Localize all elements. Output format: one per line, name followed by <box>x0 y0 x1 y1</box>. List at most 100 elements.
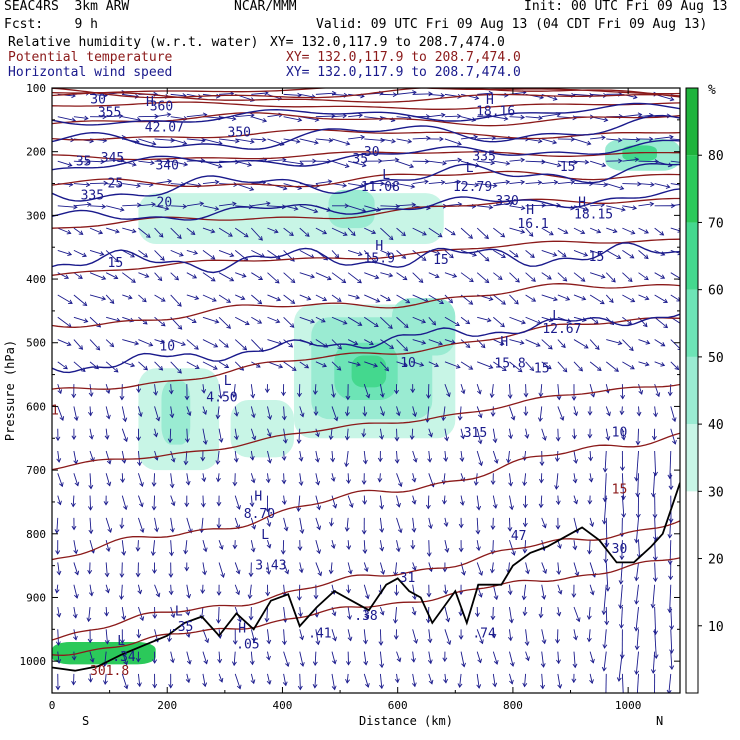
field-name-theta: Potential temperature <box>8 50 173 65</box>
wind-vector <box>507 450 510 463</box>
wind-vector-head <box>177 302 182 307</box>
wind-vector <box>459 673 462 688</box>
wind-vector <box>557 181 575 184</box>
wind-vector <box>573 406 578 416</box>
wind-vector-head <box>650 182 655 187</box>
wind-vector <box>299 138 319 144</box>
wind-vector <box>654 294 668 303</box>
wind-vector-head <box>281 415 287 421</box>
wind-vector <box>509 181 525 184</box>
wind-vector <box>105 606 108 616</box>
wind-vector <box>509 606 513 623</box>
wind-vector-head <box>443 522 449 527</box>
wind-vector <box>315 180 332 184</box>
wind-vector <box>444 115 461 118</box>
wind-vector <box>590 183 608 186</box>
wind-vector-head <box>331 113 336 119</box>
wind-vector-head <box>170 501 176 507</box>
contour-label: 15 <box>108 256 124 271</box>
wind-vector <box>412 361 424 366</box>
wind-vector <box>380 272 393 277</box>
wind-vector <box>670 183 680 186</box>
wind-vector <box>233 384 236 398</box>
wind-vector <box>89 495 92 510</box>
wind-vector <box>525 181 542 184</box>
wind-vector-head <box>405 298 411 304</box>
wind-vector-head <box>396 657 402 663</box>
wind-vector <box>396 450 398 463</box>
wind-vector <box>573 205 589 211</box>
wind-vector <box>89 384 92 397</box>
wind-vector <box>557 272 567 282</box>
wind-vector-head <box>216 524 222 529</box>
wind-vector <box>251 272 263 280</box>
wind-vector-head <box>280 550 286 555</box>
wind-vector <box>137 473 143 487</box>
wind-vector-head <box>455 364 461 369</box>
wind-vector-head <box>522 481 528 487</box>
wind-vector <box>186 361 200 369</box>
wind-vector <box>525 562 529 574</box>
wind-vector-head <box>378 641 384 646</box>
wind-vector-head <box>648 136 654 142</box>
wind-vector-head <box>394 437 400 442</box>
wind-vector-head <box>82 301 88 307</box>
wind-vector <box>557 361 568 373</box>
wind-vector-head <box>121 459 127 464</box>
wind-vector-head <box>572 478 578 484</box>
wind-vector-head <box>653 630 658 636</box>
wind-vector-head <box>506 458 511 464</box>
wind-vector-head <box>281 640 287 646</box>
wind-vector <box>202 250 215 260</box>
wind-vector <box>412 562 416 571</box>
contour-label: 15 <box>433 253 449 268</box>
contour-label: .05 <box>236 637 259 652</box>
wind-vector <box>138 183 153 186</box>
wind-vector-head <box>491 633 497 639</box>
wind-vector <box>379 673 383 689</box>
wind-vector <box>541 584 545 600</box>
wind-vector <box>460 316 470 324</box>
wind-vector-head <box>619 555 625 561</box>
wind-vector-head <box>363 639 368 645</box>
theta-contour <box>52 432 680 561</box>
wind-vector-head <box>478 461 483 467</box>
wind-vector <box>573 428 576 439</box>
wind-vector-head <box>644 275 649 281</box>
field-xy-wind: XY= 132.0,117.9 to 208.7,474.0 <box>286 65 521 80</box>
wind-vector <box>72 495 75 507</box>
theta-contour <box>52 383 680 471</box>
wind-vector-head <box>450 230 456 236</box>
wind-vector-head <box>573 411 579 417</box>
wind-vector <box>493 116 508 120</box>
wind-vector-head <box>200 503 206 508</box>
wind-vector <box>444 606 449 622</box>
wind-vector <box>250 473 255 483</box>
wind-vector-head <box>510 415 516 421</box>
wind-vector <box>73 160 90 163</box>
wind-vector-head <box>71 680 77 686</box>
wind-vector <box>509 651 514 667</box>
wind-vector <box>670 204 680 207</box>
wind-vector-head <box>241 273 247 278</box>
wind-vector <box>428 339 443 345</box>
wind-vector <box>493 227 505 238</box>
wind-vector <box>492 629 495 638</box>
wind-vector <box>652 651 656 674</box>
wind-vector <box>509 495 513 510</box>
wind-vector-head <box>266 432 272 438</box>
wind-vector-head <box>55 436 61 442</box>
wind-vector <box>541 272 552 280</box>
wind-vector-head <box>85 182 91 188</box>
wind-vector <box>477 361 493 369</box>
wind-vector <box>444 138 462 145</box>
wind-vector <box>170 584 172 595</box>
wind-vector <box>106 227 120 233</box>
wind-vector-head <box>220 573 225 578</box>
wind-vector-head <box>529 366 535 372</box>
wind-vector-head <box>101 295 107 301</box>
wind-vector-head <box>380 411 385 417</box>
wind-vector-head <box>444 548 450 553</box>
wind-vector-head <box>522 548 528 554</box>
